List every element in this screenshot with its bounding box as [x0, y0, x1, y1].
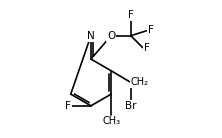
Text: O: O: [107, 31, 115, 41]
Text: F: F: [128, 10, 134, 20]
Text: F: F: [65, 101, 71, 111]
Text: F: F: [144, 43, 149, 53]
Text: CH₂: CH₂: [131, 77, 149, 87]
Text: Br: Br: [125, 101, 137, 111]
Text: CH₃: CH₃: [102, 116, 120, 126]
Text: F: F: [148, 25, 154, 35]
Text: N: N: [87, 31, 95, 41]
